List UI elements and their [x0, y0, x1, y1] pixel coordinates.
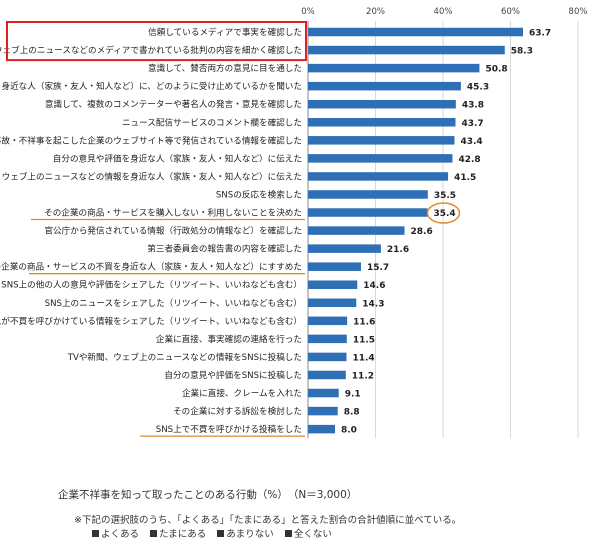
bar-chart: 0% 20% 40% 60% 80% 信頼しているメディアで事実を確認した 63.7 TVや新…: [0, 7, 588, 439]
value-label: 8.0: [341, 426, 357, 436]
bar: [308, 226, 405, 235]
value-label: 35.4: [433, 209, 455, 219]
bar: [308, 208, 428, 217]
legend-item: 全くない: [284, 529, 332, 540]
value-label: 58.3: [511, 47, 533, 57]
bar: [308, 244, 381, 253]
value-label: 11.4: [352, 353, 374, 363]
bar: [308, 334, 347, 344]
category-label: 自分の意見や評価を身近な人（家族・友人・知人など）に伝えた: [53, 152, 302, 164]
value-label: 15.7: [367, 263, 389, 273]
category-label: その企業に対する訴訟を検討した: [173, 405, 302, 417]
value-highlight-circle: [426, 202, 461, 224]
value-label: 11.6: [353, 317, 375, 327]
category-label: SNS上のニュースをシェアした（リツイート、いいねなども含む）: [45, 297, 302, 309]
category-label: 自分の意見や評価をSNSに投稿した: [164, 369, 302, 381]
x-tick-label: 0%: [301, 7, 315, 17]
value-label: 45.3: [467, 83, 489, 93]
category-label: SNS上で不買を呼びかける投稿をした: [156, 423, 302, 435]
category-label: ニュース配信サービスのコメント欄を確認した: [122, 116, 302, 128]
category-label: 信頼しているメディアで事実を確認した: [148, 26, 302, 38]
category-label: TVや新聞、ウェブ上のニュースなどの情報を身近な人（家族・友人・知人など）に伝え…: [0, 170, 302, 182]
bar: [308, 280, 358, 289]
category-label: 身近な人（家族・友人・知人など）に、どのように受け止めているかを聞いた: [1, 80, 302, 92]
bar: [308, 388, 339, 398]
chart-note: ※下記の選択肢のうち、「よくある」「たまにある」と答えた割合の合計値順に並べてい…: [74, 515, 462, 526]
category-label: 意識して、複数のコメンテーターや著名人の発言・意見を確認した: [45, 98, 302, 110]
bar: [308, 118, 456, 127]
value-label: 41.5: [454, 173, 476, 183]
value-label: 42.8: [458, 155, 480, 165]
bar: [308, 27, 523, 37]
bar: [308, 136, 455, 145]
category-label: SNS上の他の人の意見や評価をシェアした（リツイート、いいねなども含む）: [1, 279, 302, 291]
value-label: 43.4: [460, 137, 482, 147]
value-label: 63.7: [529, 29, 551, 39]
highlight-box: [6, 21, 307, 62]
category-label: 企業に直接、事実確認の連絡を行った: [156, 333, 302, 345]
bar: [308, 298, 357, 308]
bar: [308, 81, 461, 91]
category-label: その企業の商品・サービスを購入しない・利用しないことを決めた: [44, 207, 302, 219]
category-label: その企業の商品・サービスの不買を身近な人（家族・友人・知人など）にすすめた: [0, 261, 302, 273]
category-label: 第三者委員会の報告書の内容を確認した: [147, 243, 302, 255]
value-label: 28.6: [411, 227, 433, 237]
category-label: 事件・事故・不祥事を起こした企業のウェブサイト等で発信されている情報を確認した: [0, 134, 302, 146]
bar: [308, 172, 449, 181]
bar: [308, 45, 505, 55]
category-label: SNS上で他の人が不買を呼びかけている情報をシェアした（リツイート、いいねなども…: [0, 315, 302, 327]
value-label: 9.1: [345, 390, 361, 400]
value-label: 43.7: [461, 119, 483, 129]
bar: [308, 262, 361, 271]
x-tick-label: 40%: [434, 7, 453, 17]
value-label: 35.5: [434, 191, 456, 201]
value-label: 8.8: [344, 408, 360, 418]
value-label: 11.2: [352, 371, 374, 381]
category-label: TVや新聞、ウェブ上のニュースなどのメディアで書かれている批判の内容を細かく確認…: [0, 44, 302, 56]
bar: [308, 190, 428, 199]
legend-item: たまにある: [150, 529, 206, 540]
category-label: SNSの反応を検索した: [216, 188, 302, 200]
legend-item: よくある: [92, 529, 139, 540]
legend: よくある たまにある あまりない 全くない: [92, 526, 340, 540]
chart-caption: 企業不祥事を知って取ったことのある行動（%） （N＝3,000）: [58, 489, 358, 501]
x-tick-label: 80%: [569, 7, 588, 17]
bar: [308, 316, 348, 326]
bar: [308, 370, 346, 380]
value-label: 11.5: [353, 335, 375, 345]
bar: [308, 154, 453, 163]
value-label: 21.6: [387, 245, 409, 255]
bar: [308, 424, 335, 434]
legend-item: あまりない: [217, 529, 274, 540]
bar: [308, 99, 456, 109]
bar: [308, 406, 338, 416]
category-label: 官公庁から発信されている情報（行政処分の情報など）を確認した: [44, 225, 302, 237]
value-label: 14.6: [363, 281, 385, 291]
bar: [308, 63, 480, 73]
category-label: 意識して、賛否両方の意見に目を通した: [148, 62, 302, 74]
bar: [308, 352, 347, 362]
x-tick-label: 20%: [366, 7, 385, 17]
value-label: 43.8: [462, 101, 484, 111]
value-label: 50.8: [485, 65, 507, 75]
category-label: TVや新聞、ウェブ上のニュースなどの情報をSNSに投稿した: [67, 351, 302, 363]
category-label: 企業に直接、クレームを入れた: [182, 387, 302, 399]
value-label: 14.3: [362, 299, 384, 309]
x-tick-label: 60%: [501, 7, 520, 17]
